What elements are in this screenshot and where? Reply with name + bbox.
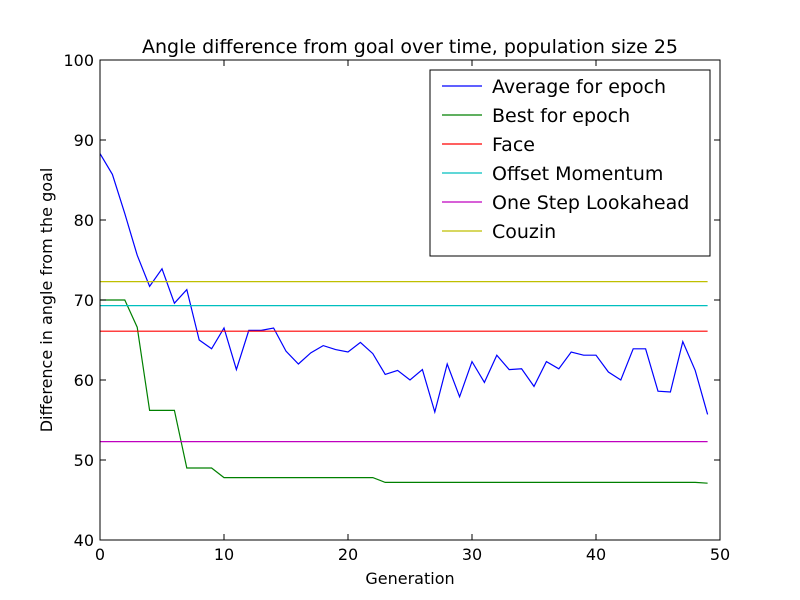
legend-box (429, 69, 711, 257)
x-tick-label: 10 (214, 545, 234, 564)
x-tick-label: 20 (338, 545, 358, 564)
legend-label: Best for epoch (492, 105, 630, 127)
legend-label: One Step Lookahead (492, 192, 689, 214)
legend-label: Face (492, 134, 535, 156)
y-tick-label: 50 (74, 451, 94, 470)
legend-label: Couzin (492, 221, 556, 243)
y-tick-label: 100 (63, 51, 94, 70)
chart-title: Angle difference from goal over time, po… (142, 36, 678, 58)
x-tick-label: 40 (586, 545, 606, 564)
y-tick-label: 40 (74, 531, 94, 550)
legend: Average for epoch Best for epoch Face Offse… (429, 69, 711, 257)
legend-label: Offset Momentum (492, 163, 663, 185)
x-axis-label: Generation (365, 569, 454, 588)
y-tick-label: 70 (74, 291, 94, 310)
y-tick-label: 90 (74, 131, 94, 150)
y-tick-label: 80 (74, 211, 94, 230)
y-tick-label: 60 (74, 371, 94, 390)
legend-label: Average for epoch (492, 76, 666, 98)
series-line-1 (100, 299, 708, 484)
series-layer (99, 153, 709, 484)
x-tick-label: 50 (710, 545, 730, 564)
series-line-0 (99, 153, 709, 415)
x-tick-label: 30 (462, 545, 482, 564)
x-tick-label: 0 (95, 545, 105, 564)
y-axis-label: Difference in angle from the goal (37, 168, 56, 433)
ticks-layer: 0 10 20 30 40 50 40 50 60 70 80 90 100 (63, 51, 730, 564)
